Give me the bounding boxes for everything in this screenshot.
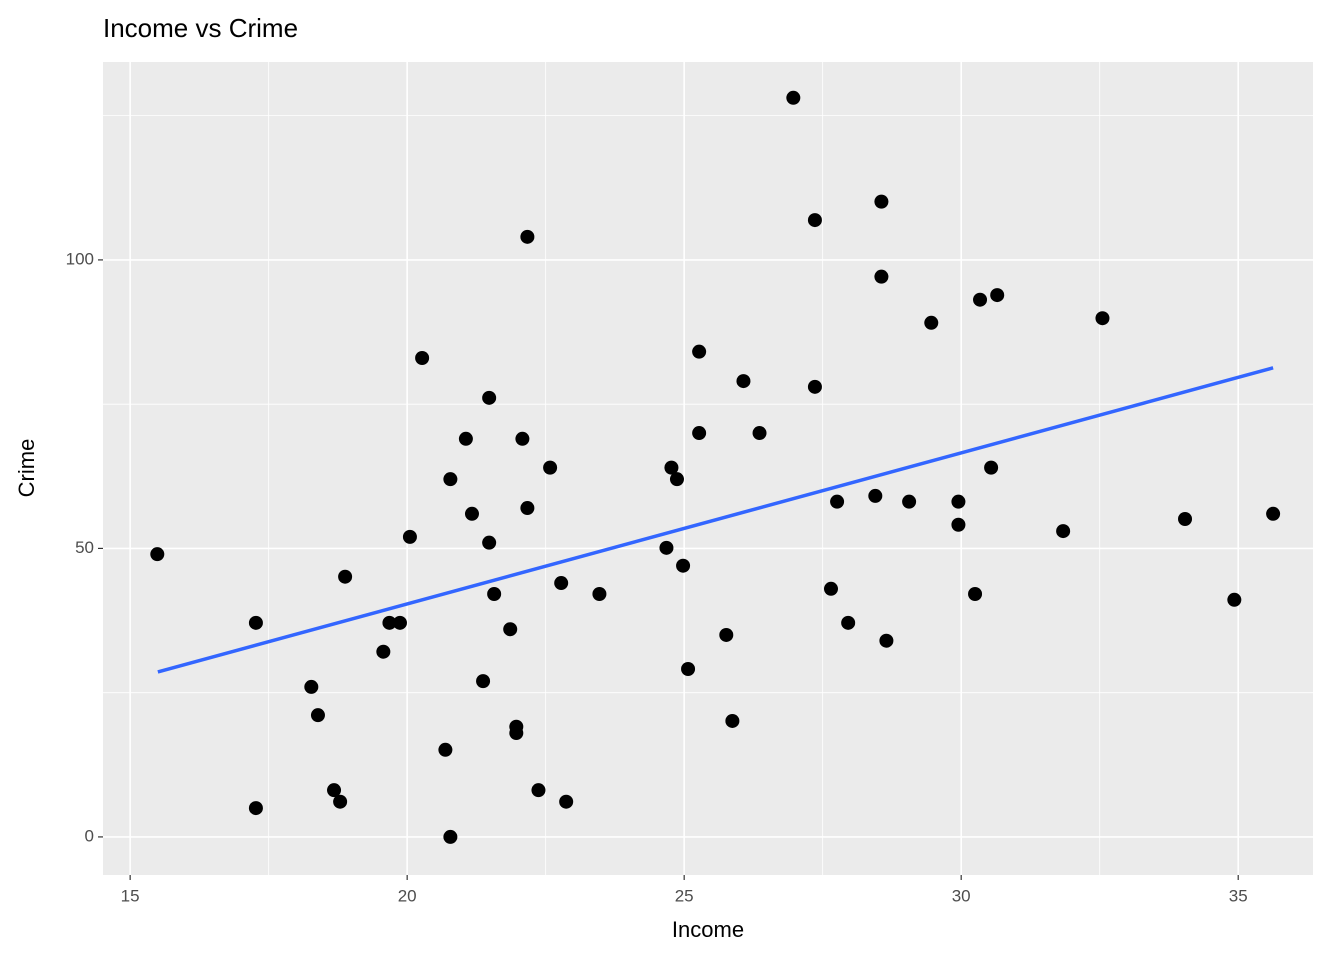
point (310, 708, 325, 723)
point (415, 351, 430, 366)
y-axis-title: Crime (14, 439, 39, 498)
point (719, 627, 734, 642)
x-tick-label: 15 (121, 886, 140, 905)
point (874, 269, 889, 284)
point (692, 344, 707, 359)
point (984, 460, 999, 475)
point (879, 633, 894, 648)
point (973, 292, 988, 307)
x-axis-title: Income (672, 917, 744, 942)
point (327, 783, 342, 798)
point (487, 586, 502, 601)
point (543, 460, 558, 475)
point (1178, 511, 1193, 526)
point (924, 315, 939, 330)
point (1266, 506, 1281, 521)
point (438, 742, 453, 757)
point (725, 713, 740, 728)
point (1227, 592, 1242, 607)
point (874, 194, 889, 209)
point (807, 379, 822, 394)
point (503, 622, 518, 637)
point (248, 615, 263, 630)
point (443, 829, 458, 844)
point (402, 529, 417, 544)
point (592, 586, 607, 601)
point (968, 586, 983, 601)
point (669, 472, 684, 487)
point (681, 662, 696, 677)
point (786, 90, 801, 105)
point (482, 535, 497, 550)
point (868, 488, 883, 503)
point (951, 494, 966, 509)
point (559, 794, 574, 809)
x-tick-label: 20 (398, 886, 417, 905)
point (736, 374, 751, 389)
point (823, 581, 838, 596)
point (333, 794, 348, 809)
point (531, 783, 546, 798)
point (515, 431, 530, 446)
x-tick-label: 30 (952, 886, 971, 905)
y-tick-label: 0 (85, 826, 94, 845)
point (509, 726, 524, 741)
point (392, 615, 407, 630)
x-tick-label: 25 (675, 886, 694, 905)
x-tick-label: 35 (1229, 886, 1248, 905)
y-tick-label: 100 (66, 249, 94, 268)
point (807, 213, 822, 228)
point (382, 615, 397, 630)
point (248, 801, 263, 816)
point (304, 679, 319, 694)
point (659, 540, 674, 555)
point (990, 288, 1005, 303)
point (752, 426, 767, 441)
point (1056, 524, 1071, 539)
point (664, 460, 679, 475)
point (338, 569, 353, 584)
point (464, 506, 479, 521)
point (692, 426, 707, 441)
point (902, 494, 917, 509)
point (520, 501, 535, 516)
point (520, 229, 535, 244)
point (554, 576, 569, 591)
point (1095, 311, 1110, 326)
point (830, 494, 845, 509)
chart-title: Income vs Crime (103, 13, 298, 43)
panel (103, 62, 1313, 875)
point (458, 431, 473, 446)
point (841, 615, 856, 630)
point (476, 674, 491, 689)
point (676, 558, 691, 573)
trend-line (157, 366, 1274, 674)
y-tick-label: 50 (75, 538, 94, 557)
point (150, 547, 165, 562)
point (443, 472, 458, 487)
point (482, 390, 497, 405)
point (376, 644, 391, 659)
point (951, 517, 966, 532)
